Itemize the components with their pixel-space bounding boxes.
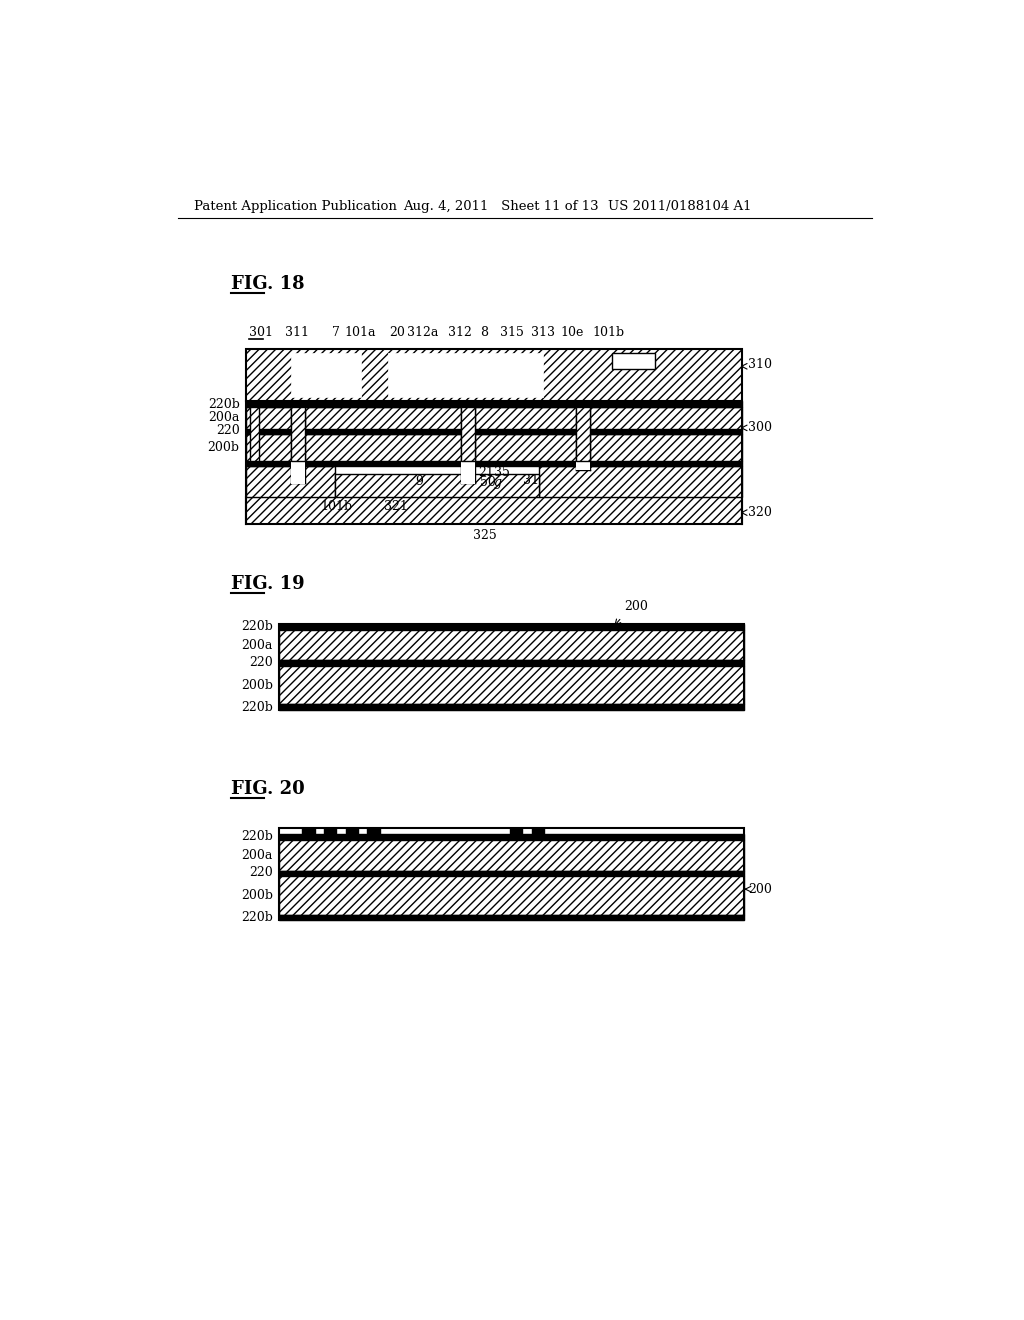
Bar xyxy=(531,829,544,834)
Text: g: g xyxy=(494,477,502,490)
Text: 31: 31 xyxy=(523,474,540,487)
Bar xyxy=(246,498,741,524)
Text: 220: 220 xyxy=(249,656,273,669)
Text: FIG. 19: FIG. 19 xyxy=(231,576,305,594)
Text: 220b: 220b xyxy=(241,830,273,843)
Text: 21: 21 xyxy=(478,466,495,479)
Bar xyxy=(575,407,590,461)
Text: 200a: 200a xyxy=(242,639,273,652)
Text: FIG. 18: FIG. 18 xyxy=(231,275,305,293)
Text: 220: 220 xyxy=(249,866,273,879)
Text: 200a: 200a xyxy=(242,849,273,862)
Bar xyxy=(461,407,475,461)
Bar xyxy=(302,829,314,834)
Text: 200a: 200a xyxy=(208,412,240,425)
Text: 101a: 101a xyxy=(345,326,376,339)
Text: 220b: 220b xyxy=(241,620,273,634)
Text: 300: 300 xyxy=(748,421,772,434)
Bar xyxy=(280,705,744,710)
Bar xyxy=(246,401,741,407)
Text: 200b: 200b xyxy=(241,888,273,902)
Text: 101b: 101b xyxy=(593,326,625,339)
Bar xyxy=(388,354,543,397)
Bar xyxy=(280,829,744,920)
Text: Aug. 4, 2011   Sheet 11 of 13: Aug. 4, 2011 Sheet 11 of 13 xyxy=(403,201,599,214)
Bar xyxy=(346,829,358,834)
Bar xyxy=(280,915,744,920)
Text: 200b: 200b xyxy=(241,678,273,692)
Text: 220b: 220b xyxy=(208,397,240,411)
Text: 101b: 101b xyxy=(321,500,352,513)
Bar xyxy=(280,660,744,665)
Bar xyxy=(250,407,259,461)
Text: 320: 320 xyxy=(748,506,772,519)
Text: 312a: 312a xyxy=(407,326,438,339)
Text: 315: 315 xyxy=(500,326,523,339)
Bar xyxy=(368,829,380,834)
Bar xyxy=(461,407,475,484)
Bar xyxy=(280,665,744,705)
Bar xyxy=(612,354,655,368)
Text: 310: 310 xyxy=(748,358,772,371)
Text: FIG. 20: FIG. 20 xyxy=(231,780,305,797)
Text: 20: 20 xyxy=(389,326,404,339)
Bar xyxy=(280,871,744,876)
Bar xyxy=(280,840,744,871)
Text: 313: 313 xyxy=(530,326,555,339)
Text: 220b: 220b xyxy=(241,911,273,924)
Bar xyxy=(291,407,305,484)
Text: Patent Application Publication: Patent Application Publication xyxy=(194,201,396,214)
Text: 220b: 220b xyxy=(241,701,273,714)
Text: 200b: 200b xyxy=(208,441,240,454)
Bar xyxy=(575,407,590,470)
Text: 220: 220 xyxy=(216,425,240,437)
Bar xyxy=(246,429,741,434)
Bar xyxy=(246,407,741,429)
Bar xyxy=(539,466,741,498)
Text: 8: 8 xyxy=(480,326,488,339)
Text: 35: 35 xyxy=(494,466,510,479)
Bar xyxy=(280,876,744,915)
Text: 10e: 10e xyxy=(560,326,584,339)
Bar xyxy=(291,407,305,461)
Text: 50: 50 xyxy=(480,477,496,490)
Text: 301: 301 xyxy=(249,326,273,339)
Text: 321: 321 xyxy=(384,500,408,513)
Text: 200: 200 xyxy=(624,599,648,612)
Text: 325: 325 xyxy=(473,529,497,543)
Text: 200: 200 xyxy=(748,883,772,896)
Bar xyxy=(280,630,744,660)
Bar xyxy=(324,829,337,834)
Bar xyxy=(280,624,744,630)
Bar xyxy=(246,350,741,401)
Bar xyxy=(280,834,744,840)
Bar xyxy=(510,829,522,834)
Bar xyxy=(291,354,360,397)
Text: US 2011/0188104 A1: US 2011/0188104 A1 xyxy=(608,201,752,214)
Text: 9: 9 xyxy=(415,475,423,488)
Text: 311: 311 xyxy=(285,326,309,339)
Bar xyxy=(246,466,335,498)
Text: 312: 312 xyxy=(447,326,472,339)
Bar xyxy=(246,461,741,466)
Text: 7: 7 xyxy=(332,326,340,339)
Bar xyxy=(246,434,741,461)
Bar xyxy=(335,474,539,498)
Bar xyxy=(280,624,744,710)
